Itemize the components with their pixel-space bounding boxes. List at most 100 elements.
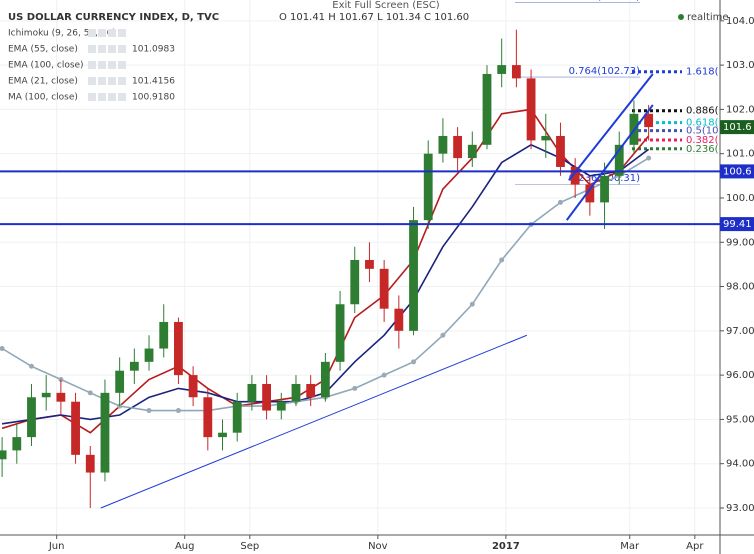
candle-body	[291, 383, 301, 402]
candle-body	[585, 184, 595, 203]
y-tick-label: 100.0	[726, 193, 754, 204]
indicator-button[interactable]	[108, 77, 116, 85]
trend-line	[100, 334, 528, 509]
x-tick-label: Aug	[175, 541, 195, 552]
candle-body	[409, 220, 418, 331]
indicator-button[interactable]	[88, 61, 96, 69]
indicator-name: EMA (100, close)	[8, 61, 84, 71]
fib-right-label: 1.618(	[686, 67, 719, 78]
candle-body	[350, 259, 360, 305]
candle-body	[467, 144, 477, 159]
candle-body	[129, 361, 139, 371]
indicator-value: 101.4156	[132, 77, 175, 87]
indicator-value: 101.0983	[132, 45, 175, 55]
candle-body	[379, 268, 389, 309]
candle-body	[423, 153, 433, 221]
candle-body	[511, 65, 521, 79]
candle-body	[320, 361, 330, 398]
indicator-button[interactable]	[118, 61, 126, 69]
candle-body	[144, 348, 154, 362]
indicator-button[interactable]	[118, 93, 126, 101]
indicator-button[interactable]	[88, 93, 96, 101]
price-label: 99.41	[723, 219, 752, 230]
candle-body	[306, 383, 316, 398]
ma-dot	[469, 301, 475, 307]
candle-body	[482, 73, 492, 145]
candle-body	[0, 450, 7, 460]
candle-body	[12, 437, 22, 451]
indicator-button[interactable]	[118, 29, 126, 37]
y-tick-label: 93.00	[726, 503, 754, 514]
ma-dot	[146, 408, 152, 414]
plot: 1.13(104.41)0.764(102.73)0.236(100.31)1.…	[0, 0, 720, 535]
candle-body	[262, 383, 271, 411]
ma-dot	[440, 332, 446, 338]
candle-body	[541, 135, 551, 141]
ma-dot	[0, 346, 5, 352]
candle-body	[100, 392, 110, 473]
candle-body	[188, 375, 198, 398]
candle-body	[56, 392, 66, 402]
indicator-button[interactable]	[88, 29, 96, 37]
fib-right-label: 0.886(	[686, 106, 719, 117]
indicator-button[interactable]	[118, 45, 126, 53]
indicator-button[interactable]	[108, 93, 116, 101]
x-tick-label: 2017	[492, 541, 520, 552]
y-tick-label: 95.00	[726, 414, 754, 425]
indicator-name: Ichimoku (9, 26, 52, 26)	[8, 29, 116, 39]
candle-body	[644, 113, 654, 128]
candle-body	[71, 401, 80, 455]
indicator-button[interactable]	[108, 45, 116, 53]
ohlc: O 101.41 H 101.67 L 101.34 C 101.60	[279, 12, 469, 23]
candle-body	[232, 401, 242, 433]
candle-body	[556, 135, 565, 167]
candle-body	[203, 397, 213, 438]
ma-dot	[557, 199, 563, 205]
indicator-button[interactable]	[98, 45, 106, 53]
x-tick-label: Jun	[48, 541, 65, 552]
candle-body	[600, 175, 609, 203]
realtime: realtime	[687, 12, 729, 23]
candle-body	[453, 135, 463, 159]
candle-body	[247, 383, 257, 402]
indicator-button[interactable]	[98, 61, 106, 69]
indicator-button[interactable]	[98, 77, 106, 85]
fib-label: 1.13(104.41)	[575, 0, 640, 3]
y-tick-label: 101.0	[726, 149, 754, 160]
indicator-name: EMA (55, close)	[8, 45, 78, 55]
price-label-box	[720, 217, 754, 232]
candle-body	[218, 432, 227, 438]
indicator-button[interactable]	[118, 77, 126, 85]
candle-body	[41, 392, 51, 398]
ma-dot	[499, 257, 505, 263]
ma-dot	[87, 390, 93, 396]
candle-body	[438, 135, 448, 154]
fib-right-label: 0.618(	[686, 118, 719, 129]
ma-dot	[175, 408, 181, 414]
x-tick-label: Apr	[686, 541, 704, 552]
price-label-box	[720, 164, 754, 179]
indicator-button[interactable]	[108, 29, 116, 37]
indicator-value: 100.9180	[132, 93, 175, 103]
y-tick-label: 98.00	[726, 282, 754, 293]
indicator-button[interactable]	[98, 29, 106, 37]
y-tick-label: 103.0	[726, 60, 754, 71]
fib-right-label: 0.382(	[686, 135, 719, 146]
indicator-button[interactable]	[108, 61, 116, 69]
candle-body	[115, 370, 125, 393]
candle-body	[27, 397, 36, 438]
candle-body	[335, 304, 345, 362]
indicator-button[interactable]	[88, 45, 96, 53]
candle-body	[526, 78, 536, 141]
candle-body	[365, 259, 374, 269]
last-price: 101.6	[723, 122, 752, 133]
y-tick-label: 94.00	[726, 459, 754, 470]
candle-body	[276, 401, 286, 411]
exit-fullscreen[interactable]: Exit Full Screen (ESC)	[332, 0, 440, 11]
last-price-box	[720, 120, 754, 135]
indicator-button[interactable]	[88, 77, 96, 85]
indicator-name: EMA (21, close)	[8, 77, 78, 87]
indicator-button[interactable]	[98, 93, 106, 101]
